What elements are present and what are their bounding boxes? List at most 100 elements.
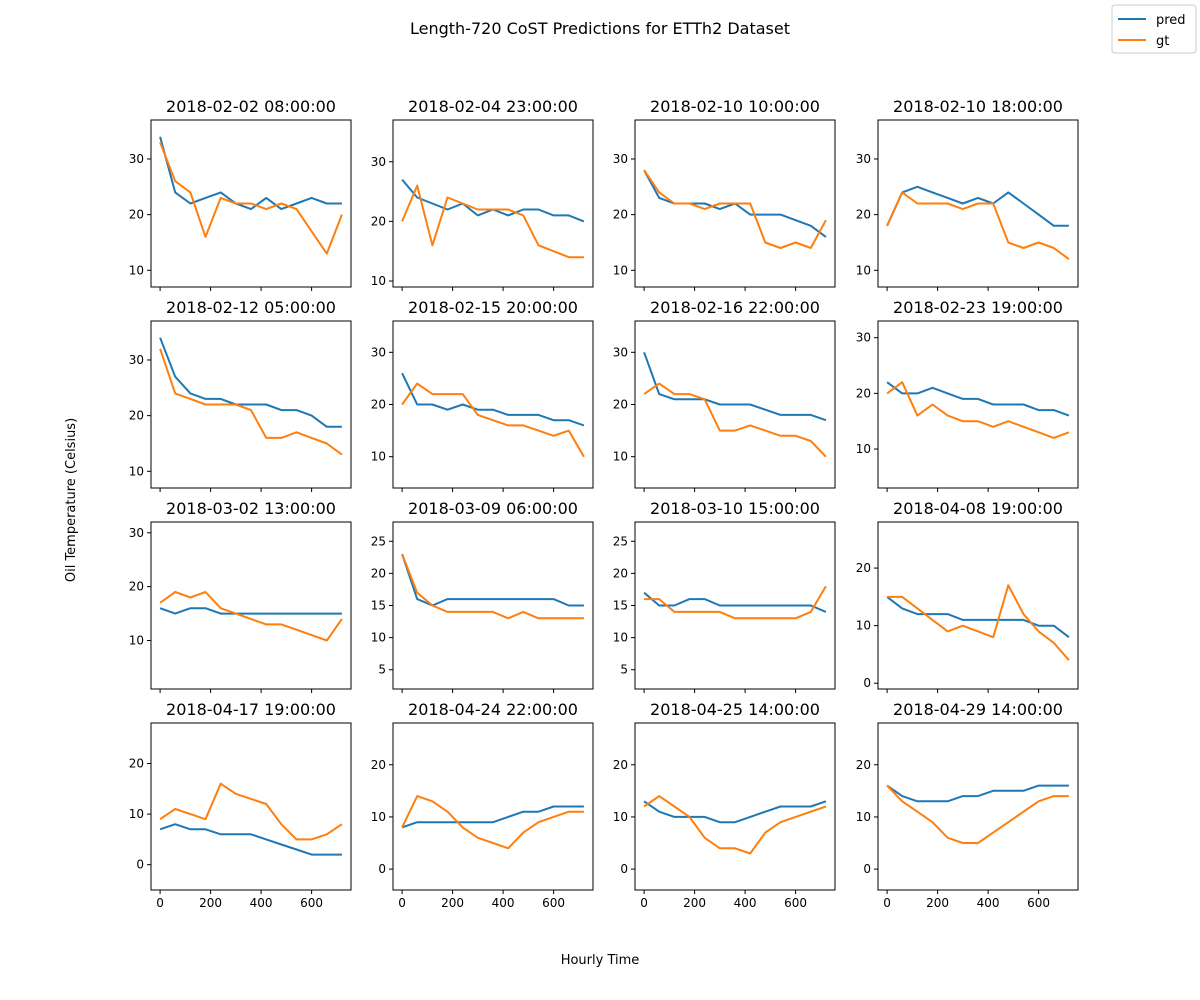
series-line-gt	[887, 584, 1070, 661]
series-line-pred	[159, 337, 342, 428]
series-line-pred	[886, 596, 1070, 638]
y-tick-label: 10	[856, 810, 871, 824]
series-line-pred	[401, 372, 585, 427]
subplot-8: 2018-02-23 19:00:00 10 20 30	[856, 298, 1079, 492]
series-line-pred	[159, 607, 342, 615]
axes-frame	[150, 722, 352, 891]
y-tick-label: 30	[856, 152, 871, 166]
y-tick-label: 30	[371, 345, 386, 359]
y-tick-label: 30	[613, 152, 628, 166]
x-tick-label: 600	[784, 896, 807, 910]
series-line-gt	[159, 141, 343, 255]
axes-frame	[392, 722, 594, 891]
axes-frame	[877, 119, 1079, 288]
series-line-gt	[644, 585, 827, 620]
subplot-2: 2018-02-04 23:00:00 10 20 30	[371, 97, 594, 291]
subplot-title: 2018-03-09 06:00:00	[408, 499, 578, 518]
series-line-pred	[159, 823, 342, 856]
y-tick-label: 20	[856, 208, 871, 222]
y-tick-label: 10	[613, 450, 628, 464]
x-tick-label: 0	[398, 896, 406, 910]
legend: pred gt	[1111, 4, 1197, 54]
subplot-11: 2018-03-10 15:00:00 5 10 15 20 25	[613, 499, 836, 693]
y-tick-label: 10	[856, 263, 871, 277]
axes-frame	[150, 521, 352, 690]
y-tick-label: 20	[613, 398, 628, 412]
series-line-pred	[886, 185, 1069, 227]
y-tick-label: 20	[856, 758, 871, 772]
subplot-title: 2018-03-02 13:00:00	[166, 499, 336, 518]
series-line-pred	[401, 805, 584, 829]
y-tick-label: 20	[613, 758, 628, 772]
figure-title: Length-720 CoST Predictions for ETTh2 Da…	[410, 19, 790, 38]
series-line-gt	[401, 184, 584, 259]
y-tick-label: 20	[129, 208, 144, 222]
series-line-gt	[159, 782, 343, 841]
y-tick-label: 30	[613, 345, 628, 359]
y-tick-label: 0	[863, 862, 871, 876]
series-line-gt	[886, 784, 1069, 844]
x-tick-label: 400	[250, 896, 273, 910]
x-tick-label: 0	[883, 896, 891, 910]
subplot-title: 2018-04-24 22:00:00	[408, 700, 578, 719]
y-tick-label: 25	[371, 534, 386, 548]
y-tick-label: 15	[371, 599, 386, 613]
axes-frame	[150, 119, 352, 288]
subplot-4: 2018-02-10 18:00:00 10 20 30	[856, 97, 1079, 291]
subplot-title: 2018-02-16 22:00:00	[650, 298, 820, 317]
x-tick-label: 0	[156, 896, 164, 910]
series-line-gt	[886, 381, 1070, 439]
series-line-gt	[643, 795, 827, 855]
series-line-pred	[886, 381, 1070, 417]
x-tick-label: 400	[734, 896, 757, 910]
series-line-pred	[159, 136, 342, 211]
axes-frame	[634, 722, 836, 891]
series-line-pred	[643, 800, 827, 824]
series-line-gt	[401, 795, 584, 850]
y-tick-label: 30	[129, 353, 144, 367]
axes-frame	[877, 521, 1079, 690]
legend-label-gt: gt	[1156, 34, 1169, 49]
subplot-7: 2018-02-16 22:00:00 10 20 30	[613, 298, 836, 492]
y-tick-label: 0	[863, 676, 871, 690]
subplot-9: 2018-03-02 13:00:00 10 20 30	[129, 499, 352, 693]
y-tick-label: 20	[371, 758, 386, 772]
series-line-gt	[886, 191, 1070, 261]
legend-label-pred: pred	[1156, 13, 1186, 28]
series-line-gt	[643, 169, 827, 249]
x-tick-label: 200	[199, 896, 222, 910]
subplot-6: 2018-02-15 20:00:00 10 20 30	[371, 298, 594, 492]
axes-frame	[634, 119, 836, 288]
y-tick-label: 30	[856, 331, 871, 345]
series-line-gt	[159, 348, 343, 456]
y-tick-label: 30	[129, 152, 144, 166]
subplot-title: 2018-02-10 10:00:00	[650, 97, 820, 116]
x-tick-label: 0	[640, 896, 648, 910]
y-tick-label: 10	[856, 619, 871, 633]
y-tick-label: 10	[129, 807, 144, 821]
subplot-title: 2018-04-29 14:00:00	[893, 700, 1063, 719]
series-line-pred	[643, 351, 827, 422]
subplot-title: 2018-04-17 19:00:00	[166, 700, 336, 719]
y-tick-label: 20	[129, 409, 144, 423]
y-tick-label: 30	[129, 526, 144, 540]
subplot-title: 2018-02-15 20:00:00	[408, 298, 578, 317]
y-tick-label: 0	[378, 862, 386, 876]
x-tick-label: 200	[926, 896, 949, 910]
y-tick-label: 15	[613, 599, 628, 613]
y-tick-label: 20	[613, 566, 628, 580]
y-tick-label: 20	[856, 386, 871, 400]
axes-frame	[392, 119, 594, 288]
axes-frame	[877, 722, 1079, 891]
y-tick-label: 10	[613, 810, 628, 824]
y-tick-label: 20	[613, 208, 628, 222]
x-tick-label: 400	[492, 896, 515, 910]
y-tick-label: 30	[371, 155, 386, 169]
subplot-title: 2018-02-02 08:00:00	[166, 97, 336, 116]
x-tick-label: 600	[542, 896, 565, 910]
